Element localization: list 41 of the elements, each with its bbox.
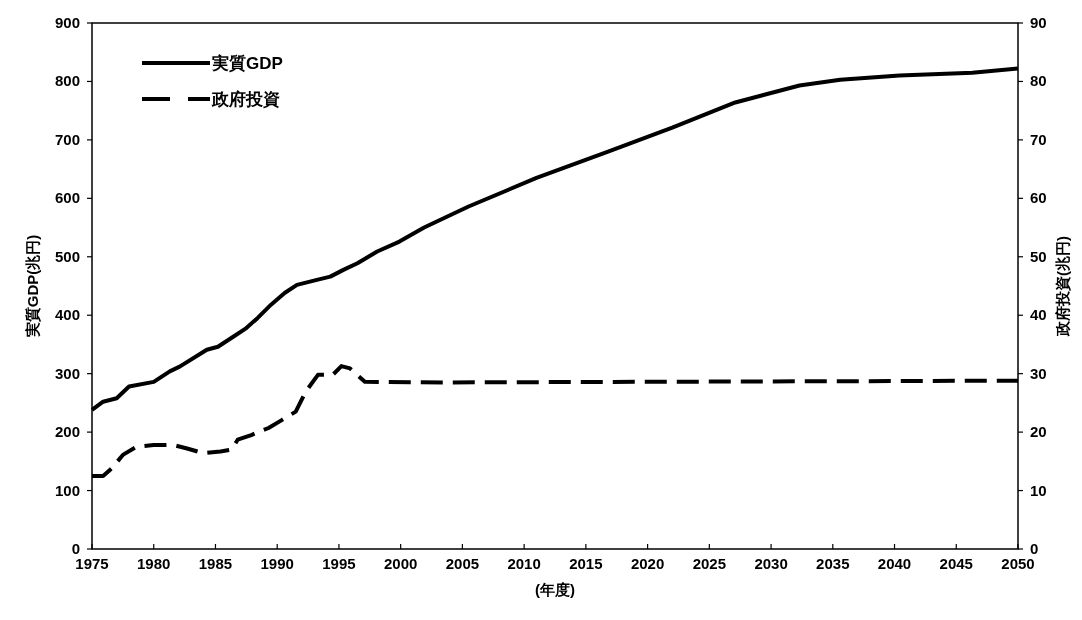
y2-tick-label: 90: [1030, 14, 1047, 31]
x-tick-label: 1980: [137, 555, 171, 572]
x-tick-label: 1995: [322, 555, 356, 572]
x-tick-label: 2010: [507, 555, 541, 572]
y2-tick-label: 0: [1030, 540, 1039, 557]
y-tick-label: 400: [54, 306, 80, 324]
y-tick-label: 800: [54, 72, 80, 90]
x-tick-label: 2050: [1001, 555, 1035, 572]
legend-label: 実質GDP: [211, 54, 283, 73]
y2-tick-label: 50: [1030, 247, 1047, 265]
y-tick-label: 700: [54, 130, 80, 148]
legend-label: 政府投資: [211, 90, 280, 109]
y2-tick-label: 60: [1030, 189, 1047, 207]
y-tick-label: 500: [54, 247, 80, 265]
y-tick-label: 0: [71, 540, 80, 557]
x-tick-label: 2025: [692, 555, 727, 572]
y2-tick-label: 80: [1030, 72, 1047, 90]
y-tick-label: 200: [54, 423, 80, 441]
x-axis-title: (年度): [535, 581, 575, 598]
y-tick-label: 100: [54, 481, 80, 499]
x-tick-label: 2040: [877, 555, 912, 572]
y-axis-title: 実質GDP(兆円): [24, 234, 42, 339]
x-tick-label: 2035: [816, 555, 850, 572]
x-tick-label: 2030: [754, 555, 788, 572]
x-tick-label: 1975: [75, 555, 109, 572]
y2-tick-label: 20: [1030, 423, 1047, 441]
y2-tick-label: 40: [1030, 306, 1047, 324]
y-tick-label: 300: [54, 364, 80, 382]
x-tick-label: 2000: [383, 555, 418, 572]
y2-tick-label: 70: [1030, 130, 1047, 148]
x-tick-label: 2005: [445, 555, 480, 572]
y2-tick-label: 30: [1030, 364, 1047, 382]
x-tick-label: 2020: [630, 555, 665, 572]
y-tick-label: 600: [54, 189, 80, 207]
x-tick-label: 2015: [569, 555, 603, 572]
x-tick-label: 1985: [198, 555, 233, 572]
y2-axis-title: 政府投資(兆円): [1054, 236, 1072, 337]
y-tick-label: 900: [54, 14, 80, 31]
x-tick-label: 2045: [939, 555, 973, 572]
y2-tick-label: 10: [1030, 481, 1047, 499]
x-tick-label: 1990: [260, 555, 294, 572]
